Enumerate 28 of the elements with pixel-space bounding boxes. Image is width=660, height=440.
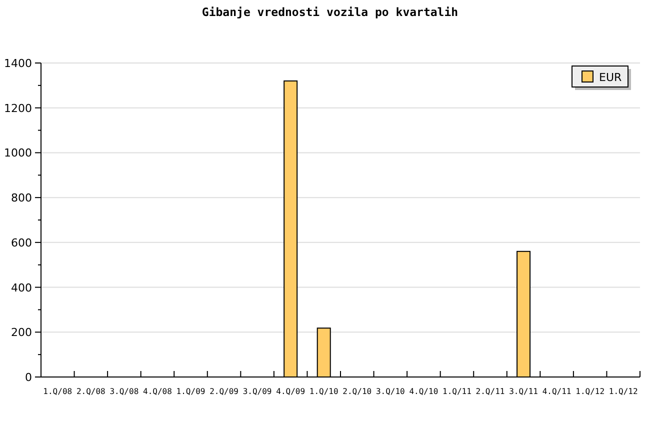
x-tick-label: 4.Q/09 xyxy=(276,387,306,396)
y-tick-label: 1400 xyxy=(4,57,32,70)
x-tick-label: 1.Q/12 xyxy=(608,387,638,396)
x-tick-label: 1.Q/08 xyxy=(43,387,72,396)
y-tick-label: 200 xyxy=(11,326,32,340)
y-tick-label: 800 xyxy=(11,192,32,205)
y-tick-label: 0 xyxy=(25,371,32,384)
x-tick-label: 2.Q/08 xyxy=(76,387,106,396)
x-tick-label: 1.Q/11 xyxy=(442,387,472,396)
chart-title: Gibanje vrednosti vozila po kvartalih xyxy=(202,5,458,19)
y-tick-label: 1200 xyxy=(4,102,32,115)
x-tick-label: 3.Q/11 xyxy=(509,387,538,396)
x-tick-label: 1.Q/10 xyxy=(309,387,338,396)
x-tick-label: 4.Q/10 xyxy=(409,387,438,396)
x-tick-label: 1.Q/12 xyxy=(576,387,605,396)
x-tick-label: 4.Q/08 xyxy=(143,387,172,396)
x-tick-label: 1.Q/09 xyxy=(176,387,206,396)
y-tick-label: 1000 xyxy=(4,146,32,160)
x-tick-label: 2.Q/09 xyxy=(210,387,239,396)
x-tick-label: 2.Q/11 xyxy=(476,387,505,396)
x-tick-label: 3.Q/08 xyxy=(110,387,139,396)
y-tick-label: 400 xyxy=(11,281,32,294)
x-tick-label: 3.Q/09 xyxy=(242,387,272,396)
y-tick-label: 600 xyxy=(11,236,32,250)
legend-label: EUR xyxy=(599,71,622,84)
x-tick-label: 3.Q/10 xyxy=(376,387,406,396)
x-tick-label: 2.Q/10 xyxy=(342,387,372,396)
x-tick-label: 4.Q/11 xyxy=(542,387,572,396)
